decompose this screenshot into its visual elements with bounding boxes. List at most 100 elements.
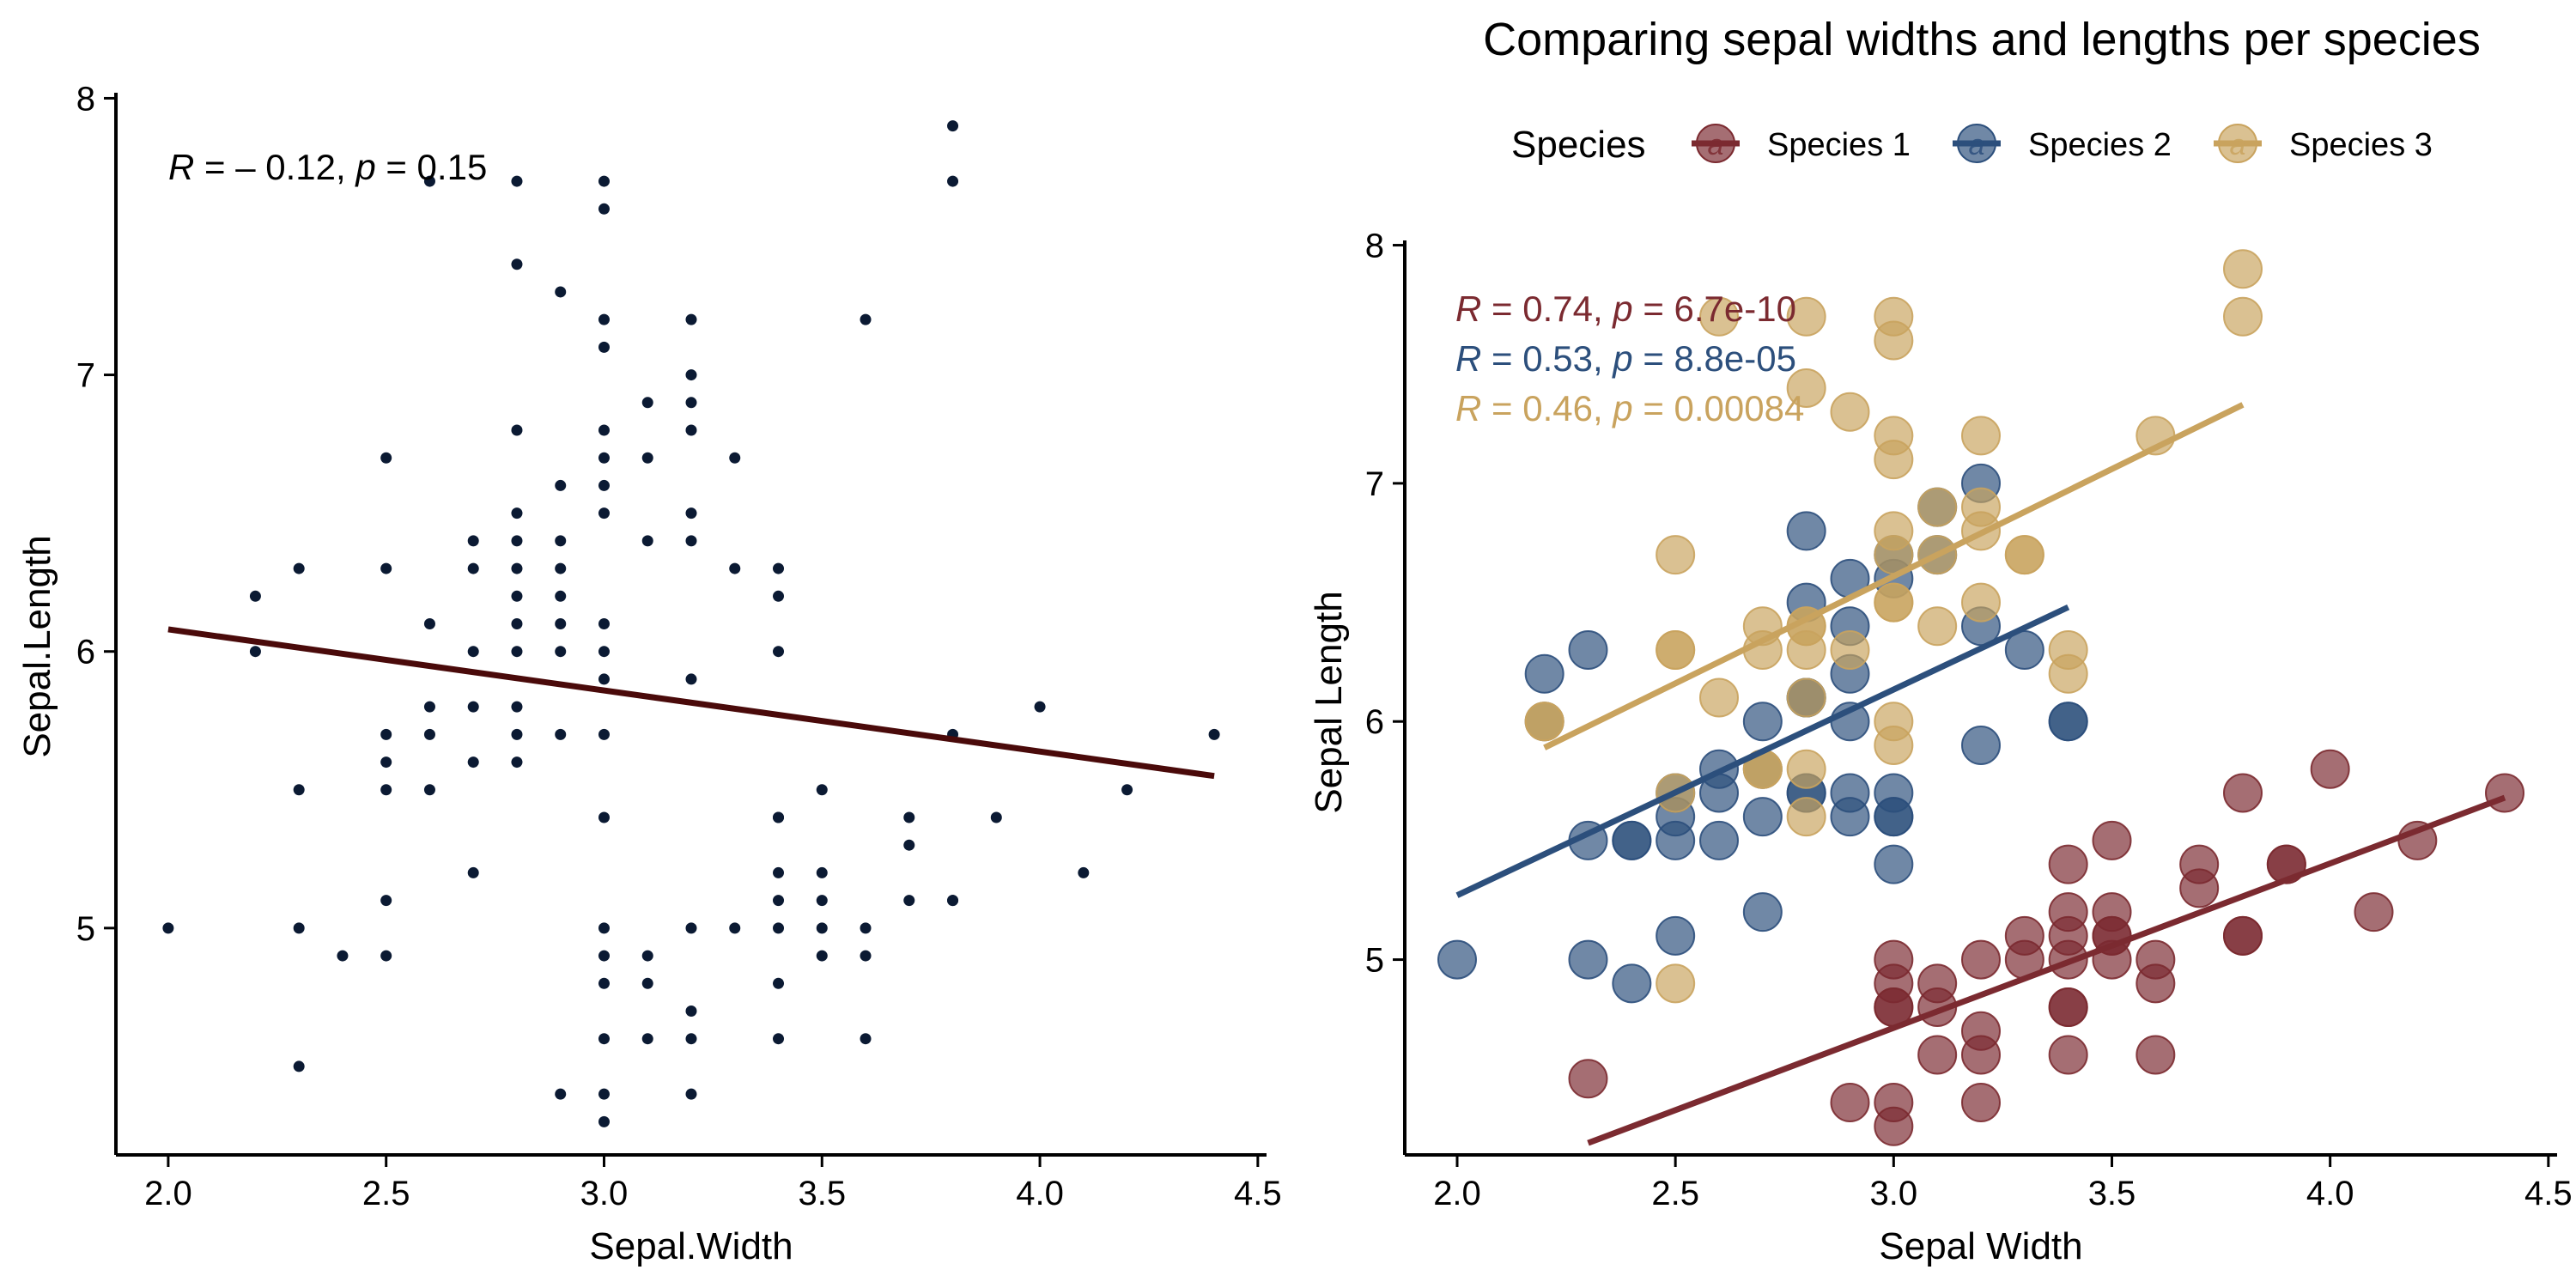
data-point: [1742, 702, 1783, 742]
right-panel: Comparing sepal widths and lengths per s…: [1308, 14, 2573, 1267]
data-point: [1874, 725, 1914, 765]
data-point: [2310, 749, 2350, 789]
data-point: [685, 313, 697, 325]
right-correlation-annotations: R = 0.74, p = 6.7e-10 R = 0.53, p = 8.8e-…: [1455, 289, 1804, 428]
data-point: [1656, 820, 1696, 860]
data-point: [598, 424, 610, 436]
data-point: [511, 701, 523, 713]
data-point: [773, 922, 785, 934]
data-point: [1874, 797, 1914, 837]
data-point: [249, 590, 261, 602]
data-point: [598, 646, 610, 658]
data-point: [816, 950, 828, 962]
data-point: [685, 673, 697, 685]
data-point: [685, 1005, 697, 1017]
data-point: [2048, 653, 2088, 694]
data-point: [598, 313, 610, 325]
data-point: [598, 341, 610, 353]
data-point: [903, 895, 915, 907]
data-point: [641, 535, 653, 547]
data-point: [2485, 773, 2524, 813]
left-x-axis-title: Sepal.Width: [589, 1225, 793, 1267]
data-point: [598, 1115, 610, 1127]
data-point: [423, 728, 435, 740]
data-point: [1656, 915, 1696, 956]
data-point: [729, 452, 741, 464]
data-point: [773, 866, 785, 878]
data-point: [641, 397, 653, 409]
data-point: [467, 562, 479, 574]
data-point: [1786, 630, 1826, 671]
data-point: [1121, 784, 1133, 796]
data-point: [2004, 535, 2044, 575]
legend-key-glyph: a: [1708, 129, 1724, 161]
data-point: [555, 1088, 567, 1100]
left-x-tick-label: 3.0: [580, 1175, 629, 1212]
data-point: [1961, 1082, 2001, 1122]
data-point: [1786, 511, 1826, 551]
data-point: [2136, 1035, 2176, 1075]
data-point: [1830, 392, 1870, 432]
data-point: [641, 950, 653, 962]
data-point: [423, 701, 435, 713]
data-point: [685, 397, 697, 409]
left-annot-r: R: [168, 147, 194, 187]
series-1-correlation-annotation: R = 0.74, p = 6.7e-10: [1455, 289, 1796, 329]
data-point: [1874, 582, 1914, 623]
data-point: [816, 866, 828, 878]
data-point: [1656, 963, 1696, 1004]
legend-title: Species: [1511, 124, 1646, 166]
right-x-tick-label: 3.0: [1870, 1175, 1918, 1212]
data-point: [729, 562, 741, 574]
data-point: [1830, 1082, 1870, 1122]
right-x-tick-label: 3.5: [2088, 1175, 2136, 1212]
data-point: [729, 922, 741, 934]
left-regression: [167, 626, 1215, 780]
data-point: [1568, 939, 1608, 980]
data-point: [1612, 963, 1652, 1004]
data-point: [598, 452, 610, 464]
data-point: [162, 922, 174, 934]
data-point: [1699, 677, 1739, 718]
right-y-tick-label: 7: [1365, 465, 1384, 503]
data-point: [1874, 320, 1914, 361]
data-point: [947, 120, 959, 132]
data-point: [1830, 797, 1870, 837]
right-regressions: [1455, 402, 2506, 1146]
data-point: [1699, 296, 1739, 337]
data-point: [423, 175, 435, 187]
right-points: [1437, 249, 2524, 1146]
data-point: [2004, 630, 2044, 671]
legend-item-species-1: a Species 1: [1692, 124, 1911, 163]
data-point: [1742, 892, 1783, 933]
legend-item-species-2: a Species 2: [1953, 124, 2172, 163]
data-point: [2048, 844, 2088, 884]
data-point: [1786, 677, 1826, 718]
right-y-axis-title: Sepal Length: [1308, 591, 1350, 813]
data-point: [2048, 987, 2088, 1028]
data-point: [2004, 915, 2044, 956]
data-point: [1961, 1035, 2001, 1075]
left-correlation-annotation: R = – 0.12, p = 0.15: [168, 147, 487, 187]
data-point: [816, 922, 828, 934]
data-point: [773, 1033, 785, 1045]
data-point: [555, 618, 567, 629]
right-axes: 2.0 2.5 3.0 3.5 4.0 4.5 5 6 7 8: [1365, 228, 2573, 1212]
data-point: [380, 562, 392, 574]
data-point: [990, 811, 1002, 823]
series-3-regression-line: [1543, 402, 2245, 750]
series-2-regression-line: [1455, 604, 2070, 898]
data-point: [1656, 535, 1696, 575]
left-x-tick-label: 4.5: [1234, 1175, 1282, 1212]
data-point: [1961, 939, 2001, 980]
data-point: [598, 203, 610, 215]
data-point: [2048, 1035, 2088, 1075]
data-point: [511, 507, 523, 519]
data-point: [1524, 702, 1564, 742]
data-point: [1742, 797, 1783, 837]
data-point: [598, 977, 610, 989]
data-point: [860, 950, 872, 962]
data-point: [511, 258, 523, 270]
data-point: [380, 895, 392, 907]
data-point: [249, 646, 261, 658]
